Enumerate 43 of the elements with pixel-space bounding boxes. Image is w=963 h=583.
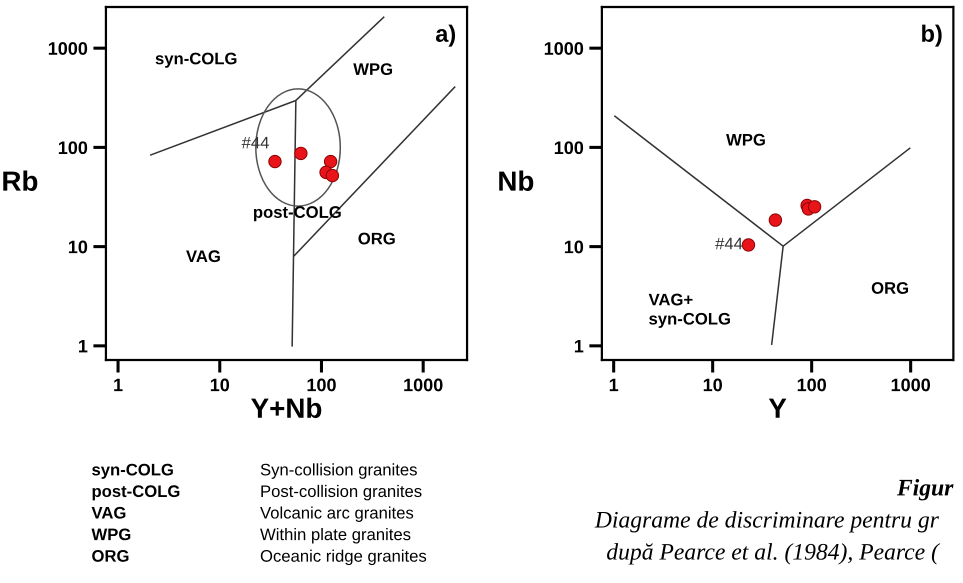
y-axis-title: Nb (499, 170, 534, 191)
text: WPG (92, 528, 130, 540)
y-axis-title: Rb (3, 170, 38, 191)
y-tick-label: 1 (78, 340, 88, 352)
text: a) (436, 24, 456, 47)
x-tick-label: 10 (210, 378, 230, 392)
annotation: syn-COLG (156, 52, 236, 68)
y-tick-label: 1000 (48, 42, 88, 55)
annotation: WPG (353, 63, 392, 76)
annotation: ORG (358, 232, 395, 244)
x-tick-label: 1 (114, 378, 123, 392)
y-tick-label: 1000 (544, 42, 584, 55)
text: Syn-collision granites (260, 463, 417, 479)
text: după Pearce et al. (1984), Pearce ( (607, 543, 940, 565)
y-tick-label: 10 (68, 240, 88, 254)
annotation: VAG+ syn-COLG (648, 294, 730, 328)
annotation: ORG (872, 282, 908, 294)
y-tick-label: 1 (574, 340, 584, 352)
annotation: WPG (726, 134, 765, 146)
x-tick-label: 1 (610, 378, 618, 392)
y-tick-label: 100 (58, 141, 88, 154)
x-axis-title: Y+Nb (251, 398, 322, 418)
x-axis-title: Y (768, 398, 786, 418)
text: Post-collision granites (261, 484, 422, 500)
x-tick-label: 100 (308, 378, 336, 392)
text: Figur (896, 479, 954, 500)
text: syn-COLG (92, 464, 173, 479)
text: b) (922, 24, 942, 47)
text: Volcanic arc granites (260, 506, 414, 522)
y-tick-label: 10 (564, 240, 584, 254)
text: Diagrame de discriminare pentru gr (594, 511, 939, 532)
y-tick-label: 100 (554, 141, 584, 154)
text: VAG (92, 506, 126, 519)
x-tick-label: 1000 (892, 378, 930, 392)
x-tick-label: 10 (704, 378, 722, 392)
annotation: #44 (715, 238, 742, 250)
text: Within plate granites (260, 528, 410, 544)
text: ORG (92, 550, 128, 562)
text: Oceanic ridge granites (260, 550, 426, 566)
x-tick-label: 1000 (404, 378, 443, 392)
text: post-COLG (92, 485, 180, 500)
annotation: VAG (186, 250, 220, 262)
x-tick-label: 100 (798, 378, 826, 392)
